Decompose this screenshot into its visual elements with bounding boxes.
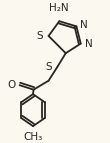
- Text: N: N: [80, 20, 87, 30]
- Text: H₂N: H₂N: [50, 3, 69, 13]
- Text: S: S: [45, 62, 52, 72]
- Text: CH₃: CH₃: [23, 132, 43, 142]
- Text: N: N: [85, 39, 93, 49]
- Text: O: O: [8, 80, 16, 90]
- Text: S: S: [37, 31, 43, 41]
